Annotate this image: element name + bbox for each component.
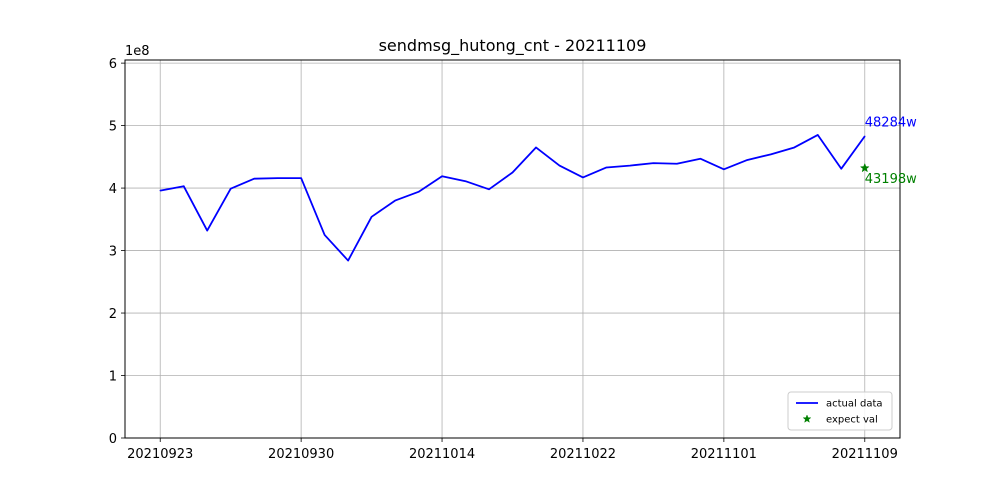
x-tick-label: 20211022 <box>550 447 616 462</box>
series-layer <box>159 134 870 262</box>
data-point <box>488 188 490 190</box>
value-annotation: 48284w <box>865 116 917 131</box>
y-tick-label: 2 <box>109 307 117 322</box>
data-point <box>605 166 608 169</box>
x-tick-label: 20210930 <box>268 447 334 462</box>
data-point <box>840 168 842 170</box>
data-point <box>699 158 701 160</box>
data-point <box>300 177 302 179</box>
y-scale-label: 1e8 <box>125 44 150 59</box>
x-tick-label: 20211101 <box>691 447 757 462</box>
chart-title: sendmsg_hutong_cnt - 20211109 <box>379 36 647 56</box>
y-tick-label: 6 <box>109 57 117 72</box>
data-point <box>770 153 772 155</box>
data-point <box>652 162 655 164</box>
legend-label: expect val <box>826 415 878 426</box>
expect-val-marker <box>859 162 870 173</box>
annotations: 48284w 43198w <box>865 116 917 187</box>
data-point <box>206 229 208 232</box>
grid-lines <box>125 60 900 439</box>
y-tick-label: 0 <box>109 432 117 447</box>
legend-box <box>787 391 893 431</box>
data-point <box>347 259 349 262</box>
axis-ticks: 0 1 2 3 4 5 6 20210923 20210930 20211014 20211022 2… <box>109 57 898 462</box>
data-point <box>723 168 725 170</box>
data-point <box>864 135 866 137</box>
data-point <box>277 177 279 179</box>
data-point <box>793 146 795 149</box>
y-tick-label: 3 <box>109 245 117 260</box>
data-point <box>183 185 185 187</box>
legend-label: actual data <box>826 399 883 410</box>
data-point <box>535 146 537 149</box>
x-tick-label: 20210923 <box>127 447 193 462</box>
data-point <box>629 164 631 167</box>
x-tick-label: 20211109 <box>832 447 898 462</box>
data-point <box>464 180 467 182</box>
plot-frame <box>124 59 901 439</box>
data-point <box>582 176 584 179</box>
data-point <box>558 164 561 167</box>
data-point <box>441 175 443 177</box>
legend-star-swatch <box>802 414 812 423</box>
data-point <box>417 191 420 193</box>
data-point <box>370 216 373 218</box>
data-point <box>253 178 255 180</box>
data-point <box>676 163 678 165</box>
data-point <box>159 189 161 192</box>
data-point <box>230 188 232 190</box>
value-annotation: 43198w <box>865 172 917 187</box>
data-point <box>511 171 514 174</box>
data-point <box>324 234 326 236</box>
legend: actual data expect val <box>787 391 893 431</box>
x-tick-label: 20211014 <box>409 447 475 462</box>
y-tick-label: 1 <box>109 370 117 385</box>
y-tick-label: 4 <box>109 182 117 197</box>
data-point <box>394 199 396 202</box>
data-point <box>746 159 748 161</box>
y-tick-label: 5 <box>109 120 117 135</box>
data-point <box>817 134 819 136</box>
